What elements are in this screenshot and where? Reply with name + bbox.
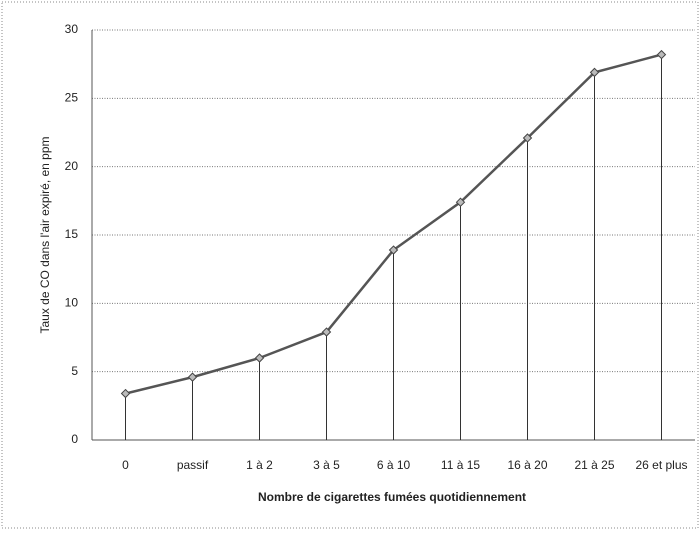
- y-tick-label: 0: [71, 432, 78, 446]
- marker: [589, 67, 600, 78]
- x-tick-label: 6 à 10: [377, 458, 411, 472]
- x-tick-label: 3 à 5: [313, 458, 340, 472]
- y-tick-label: 20: [65, 159, 79, 173]
- marker: [254, 353, 265, 363]
- y-axis-label: Taux de CO dans l'air expiré, en ppm: [38, 136, 52, 333]
- x-tick-label: 16 à 20: [507, 458, 547, 472]
- marker: [187, 372, 198, 382]
- marker: [120, 388, 131, 399]
- marker: [455, 197, 466, 207]
- marker: [522, 133, 533, 143]
- marker: [321, 327, 332, 337]
- y-tick-label: 15: [65, 227, 79, 241]
- x-tick-label: 0: [122, 458, 129, 472]
- x-tick-label: 26 et plus: [635, 458, 687, 472]
- x-axis-label: Nombre de cigarettes fumées quotidiennem…: [258, 490, 526, 504]
- y-tick-label: 30: [65, 22, 79, 36]
- x-tick-label: 11 à 15: [441, 458, 480, 472]
- x-tick-label: 1 à 2: [246, 458, 273, 472]
- y-tick-label: 5: [71, 364, 78, 378]
- y-tick-label: 25: [65, 91, 79, 105]
- marker: [656, 49, 667, 60]
- x-tick-label: 21 à 25: [574, 458, 614, 472]
- x-tick-label: passif: [177, 458, 209, 472]
- y-tick-label: 10: [65, 296, 79, 310]
- marker: [388, 245, 399, 255]
